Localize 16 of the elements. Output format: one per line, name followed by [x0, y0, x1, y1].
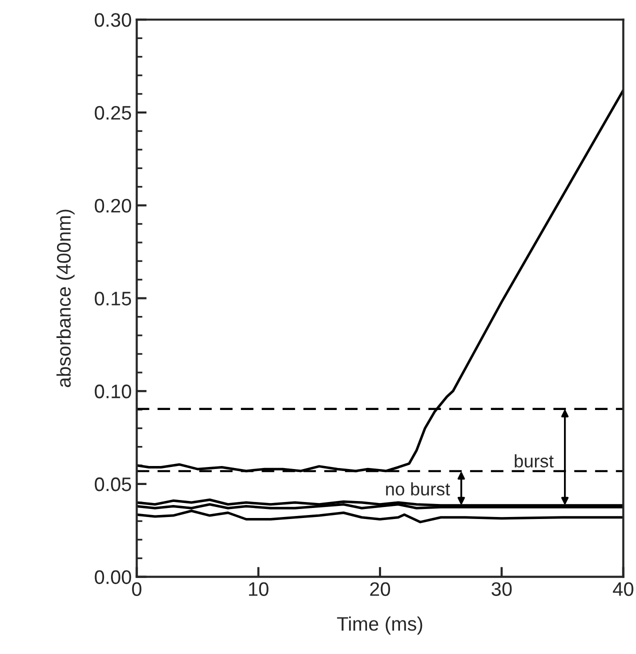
y-tick-label: 0.00	[94, 570, 132, 584]
y-tick-label: 0.25	[94, 106, 132, 120]
x-tick-label: 40	[612, 582, 634, 596]
x-axis-title: Time (ms)	[337, 616, 422, 635]
y-tick-label: 0.05	[94, 477, 132, 492]
y-tick-label: 0.30	[94, 13, 132, 27]
x-tick-label: 0	[132, 582, 142, 596]
x-tick-label: 30	[492, 582, 512, 596]
y-tick-label: 0.20	[94, 198, 132, 213]
y-tick-label: 0.10	[94, 384, 132, 398]
x-tick-label: 10	[249, 582, 268, 596]
y-tick-label: 0.15	[94, 292, 132, 306]
y-axis-title: absorbance (400nm)	[56, 210, 75, 388]
annotation: no burst	[386, 482, 450, 496]
x-tick-label: 20	[370, 582, 390, 596]
annotation: burst	[514, 454, 554, 468]
